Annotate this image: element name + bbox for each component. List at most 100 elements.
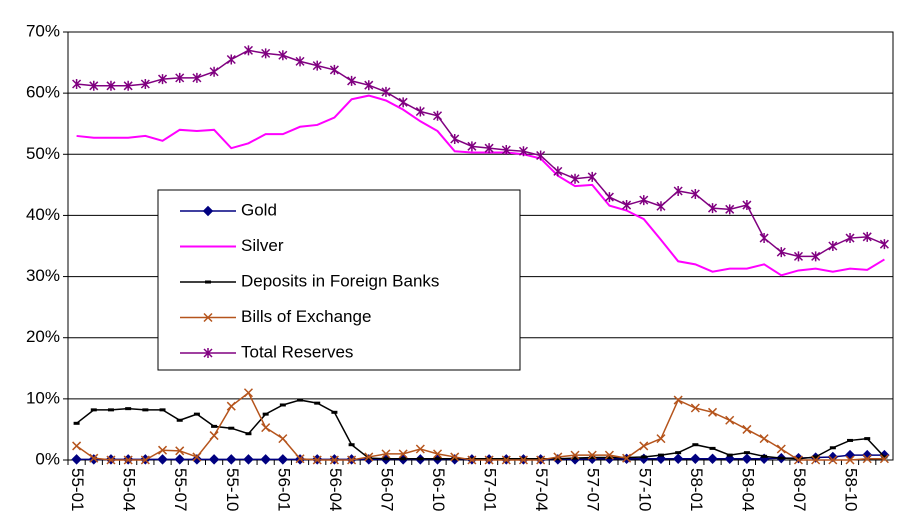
data-point <box>415 106 425 117</box>
data-point <box>828 241 838 251</box>
data-point <box>209 66 219 77</box>
data-point <box>690 403 700 413</box>
data-point <box>725 204 735 215</box>
data-point <box>450 452 460 462</box>
data-point <box>140 78 150 89</box>
data-point <box>381 449 391 459</box>
data-point <box>467 141 477 152</box>
legend-label: Bills of Exchange <box>241 307 371 326</box>
series-line <box>76 94 885 277</box>
y-tick-label: 50% <box>26 144 60 163</box>
data-point <box>759 233 769 244</box>
data-point <box>175 446 185 456</box>
data-point <box>587 171 597 182</box>
legend-box <box>157 189 521 371</box>
data-point <box>106 80 116 91</box>
data-point <box>793 251 803 262</box>
data-point <box>536 455 546 465</box>
data-point <box>639 441 649 451</box>
y-tick-label: 0% <box>35 449 60 468</box>
data-point <box>329 455 339 465</box>
data-point <box>192 452 202 462</box>
legend-label: Deposits in Foreign Banks <box>241 271 439 290</box>
data-point <box>862 454 872 464</box>
data-point <box>604 450 614 460</box>
y-tick-label: 60% <box>26 83 60 102</box>
data-point <box>226 401 236 411</box>
data-point <box>570 450 580 460</box>
x-tick-label: 58-10 <box>842 468 861 511</box>
legend-marker <box>203 348 213 358</box>
data-point <box>71 454 82 465</box>
x-tick-label: 56-10 <box>429 468 448 511</box>
data-point <box>381 86 391 97</box>
data-point <box>243 45 253 56</box>
data-point <box>845 455 855 465</box>
data-point <box>673 185 683 196</box>
data-point <box>793 455 803 465</box>
x-tick-label: 56-04 <box>326 468 345 511</box>
data-point <box>364 452 374 462</box>
data-point <box>89 80 99 91</box>
data-point <box>157 454 168 465</box>
data-point <box>570 173 580 184</box>
data-point <box>553 452 563 462</box>
data-point <box>364 80 374 91</box>
data-point <box>759 434 769 444</box>
data-point <box>553 166 563 177</box>
data-point <box>312 455 322 465</box>
legend-label: Silver <box>241 236 284 255</box>
data-point <box>518 455 528 465</box>
y-tick-label: 70% <box>26 21 60 40</box>
data-point <box>673 395 683 405</box>
x-tick-label: 57-04 <box>532 468 551 511</box>
data-point <box>742 424 752 434</box>
x-tick-label: 56-01 <box>274 468 293 511</box>
data-point <box>467 455 477 465</box>
x-tick-label: 55-07 <box>171 468 190 511</box>
data-point <box>622 453 632 463</box>
y-tick-label: 40% <box>26 205 60 224</box>
data-point <box>191 454 203 465</box>
y-tick-label: 30% <box>26 266 60 285</box>
data-point <box>433 449 443 459</box>
data-point <box>415 444 425 454</box>
data-point <box>398 449 408 459</box>
x-tick-label: 58-04 <box>738 468 757 511</box>
data-point <box>329 64 339 75</box>
data-point <box>243 454 254 465</box>
data-point <box>725 415 735 425</box>
data-point <box>879 454 889 464</box>
legend: Gold Silver Deposits in Foreign Banks Bills… <box>157 189 521 371</box>
data-point <box>776 247 786 258</box>
data-point <box>708 203 718 214</box>
x-tick-label: 55-10 <box>223 468 242 511</box>
data-point <box>690 189 700 200</box>
data-point <box>347 75 357 86</box>
data-point <box>226 454 237 465</box>
data-point <box>278 434 288 444</box>
x-tick-label: 55-04 <box>120 468 139 511</box>
data-point <box>811 251 821 262</box>
data-point <box>89 453 99 463</box>
data-point <box>776 444 786 454</box>
data-point <box>140 455 150 465</box>
series-line <box>76 49 885 258</box>
data-point <box>501 145 511 156</box>
data-point <box>518 146 528 157</box>
x-tick-label: 58-07 <box>790 468 809 511</box>
data-point <box>484 143 494 154</box>
data-point <box>845 233 855 244</box>
data-point <box>72 78 82 89</box>
data-point <box>158 445 168 455</box>
data-point <box>260 454 271 465</box>
data-point <box>827 451 839 463</box>
x-tick-label: 57-01 <box>481 468 500 511</box>
data-point <box>690 453 701 464</box>
data-point <box>741 453 753 464</box>
data-point <box>72 441 82 451</box>
data-point <box>192 72 202 83</box>
data-point <box>295 454 305 464</box>
data-point <box>587 450 597 460</box>
x-tick-label: 57-10 <box>635 468 654 511</box>
